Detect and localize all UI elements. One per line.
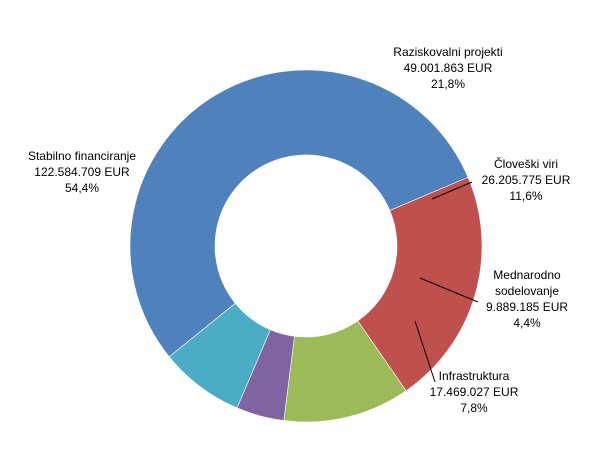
label-stabilno-financiranje-name: Stabilno financiranje [28, 149, 136, 163]
leader-line-infrastruktura [414, 320, 436, 383]
label-raziskovalni-projekti: Raziskovalni projekti 49.001.863 EUR 21,8% [393, 45, 502, 91]
label-raziskovalni-projekti-value: 49.001.863 EUR [404, 61, 493, 75]
leader-line-cloveski-viri [431, 181, 473, 200]
donut-slices [129, 69, 483, 423]
label-raziskovalni-projekti-percent: 21,8% [431, 77, 465, 91]
label-cloveski-viri: Človeški viri 26.205.775 EUR 11,6% [482, 156, 571, 203]
label-mednarodno-sodelovanje-name-2: sodelovanje [495, 284, 559, 298]
label-cloveski-viri-value: 26.205.775 EUR [482, 173, 571, 187]
label-cloveski-viri-percent: 11,6% [509, 189, 542, 203]
label-stabilno-financiranje: Stabilno financiranje 122.584.709 EUR 54,4… [28, 149, 136, 195]
leader-lines [414, 181, 479, 383]
label-infrastruktura-name: Infrastruktura [439, 369, 510, 383]
label-infrastruktura-value: 17.469.027 EUR [430, 385, 519, 399]
label-mednarodno-sodelovanje-value: 9.889.185 EUR [486, 300, 568, 314]
label-cloveski-viri-name: Človeški viri [494, 156, 558, 171]
label-mednarodno-sodelovanje-name-1: Mednarodno [493, 268, 561, 282]
label-mednarodno-sodelovanje-percent: 4,4% [513, 316, 541, 330]
leader-line-mednarodno-sodelovanje [419, 277, 479, 303]
label-raziskovalni-projekti-name: Raziskovalni projekti [393, 45, 502, 59]
label-mednarodno-sodelovanje: Mednarodno sodelovanje 9.889.185 EUR 4,4% [486, 268, 568, 330]
label-stabilno-financiranje-percent: 54,4% [65, 181, 99, 195]
slice-stabilno-financiranje [129, 69, 469, 358]
slice-raziskovalni-projekti [357, 176, 483, 392]
label-infrastruktura-percent: 7,8% [460, 401, 488, 415]
label-stabilno-financiranje-value: 122.584.709 EUR [34, 165, 130, 179]
data-labels: Raziskovalni projekti 49.001.863 EUR 21,8%… [28, 45, 571, 415]
label-infrastruktura: Infrastruktura 17.469.027 EUR 7,8% [430, 369, 519, 415]
